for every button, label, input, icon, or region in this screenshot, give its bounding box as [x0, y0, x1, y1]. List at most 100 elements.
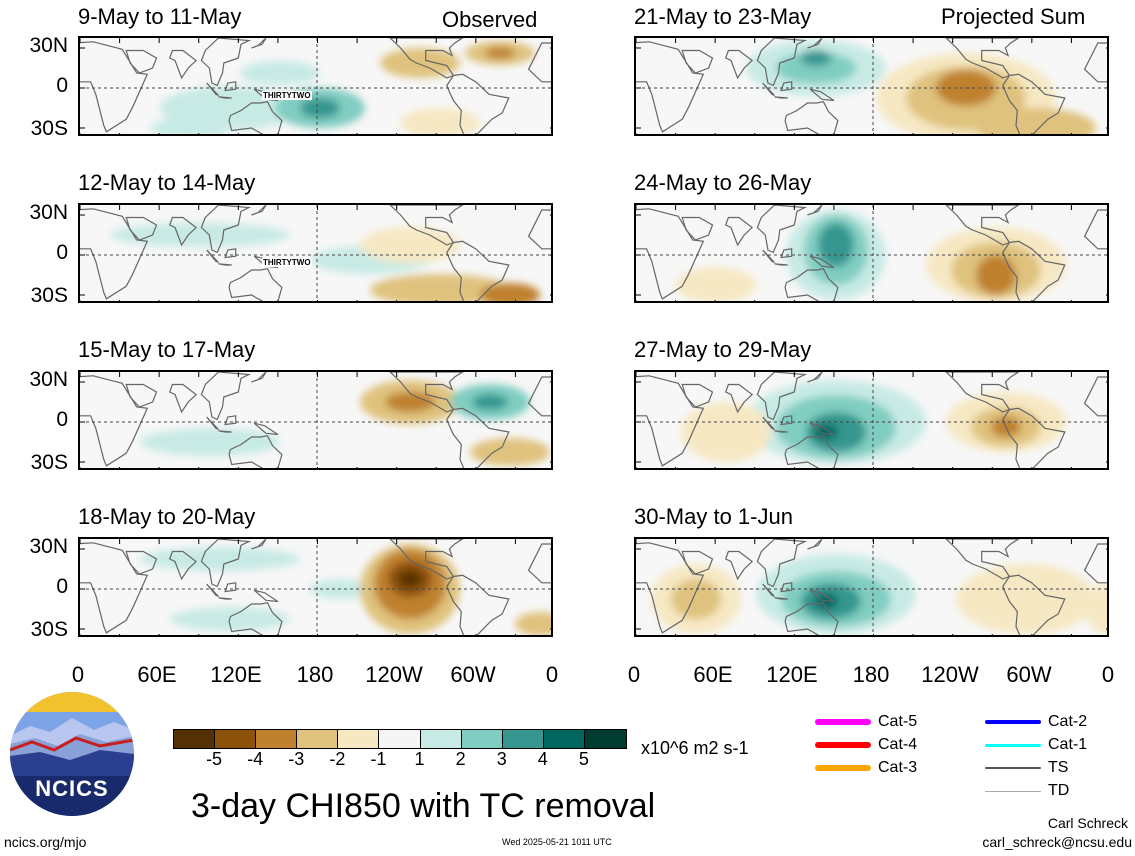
map-panel-left-4	[78, 537, 553, 637]
legend-label: Cat-5	[878, 713, 918, 730]
colorbar-swatch	[338, 730, 380, 748]
map-panel-right-3	[634, 370, 1109, 470]
panel-title-left-4: 18-May to 20-May	[78, 504, 256, 529]
lat-label: 30S	[30, 117, 68, 140]
legend-swatch	[985, 720, 1041, 724]
lat-label: 0	[56, 74, 68, 97]
map-panel-right-2	[634, 203, 1109, 303]
lat-label: 30S	[30, 451, 68, 474]
legend-label: Cat-4	[878, 736, 918, 753]
colorbar-swatch	[461, 730, 503, 748]
legend-swatch	[815, 765, 871, 771]
lon-label: 0	[1101, 662, 1115, 687]
legend-swatch	[815, 719, 871, 725]
colorbar	[173, 729, 627, 749]
observed-label: Observed	[442, 7, 538, 32]
map-svg	[636, 205, 1107, 301]
map-panel-right-1	[634, 36, 1109, 136]
projected-label: Projected Sum	[941, 4, 1086, 29]
map-svg	[636, 372, 1107, 468]
panel-title-left-2: 12-May to 14-May	[78, 170, 256, 195]
lat-label: 0	[56, 575, 68, 598]
colorbar-label: -4	[247, 749, 264, 769]
colorbar-label: 5	[578, 749, 589, 769]
timestamp: Wed 2025-05-21 1011 UTC	[502, 837, 612, 847]
lon-label: 0	[627, 662, 641, 687]
lon-label: 0	[71, 662, 85, 687]
colorbar-swatch	[297, 730, 339, 748]
legend-item: Cat-2	[985, 713, 1115, 731]
logo-graphic	[10, 692, 134, 816]
website: ncics.org/mjo	[4, 834, 87, 850]
lon-label: 120W	[921, 662, 979, 687]
legend-label: Cat-2	[1048, 713, 1088, 730]
colorbar-label: -3	[288, 749, 305, 769]
panel-title-right-4: 30-May to 1-Jun	[634, 504, 793, 529]
storm-label-1: THIRTYTWO	[262, 91, 312, 100]
map-svg	[80, 205, 551, 301]
lat-label: 30N	[29, 535, 68, 558]
legend-swatch	[985, 743, 1041, 747]
legend-item: Cat-1	[985, 736, 1115, 754]
colorbar-swatch	[584, 730, 626, 748]
legend-item: Cat-4	[815, 736, 945, 754]
lon-label: 120W	[365, 662, 423, 687]
colorbar-units: x10^6 m2 s-1	[641, 738, 749, 758]
map-panel-left-3	[78, 370, 553, 470]
map-svg	[80, 372, 551, 468]
map-panel-right-4	[634, 537, 1109, 637]
lon-label: 60W	[1006, 662, 1052, 687]
author: Carl Schreck	[1047, 815, 1128, 831]
map-svg	[80, 38, 551, 134]
colorbar-swatch	[543, 730, 585, 748]
panel-title-left-1: 9-May to 11-May	[78, 4, 242, 29]
colorbar-label: -2	[329, 749, 346, 769]
map-svg	[636, 539, 1107, 635]
panel-title-right-1: 21-May to 23-May	[634, 4, 812, 29]
legend-label: Cat-3	[878, 759, 918, 776]
lon-label: 120E	[766, 662, 818, 687]
lat-label: 30N	[29, 201, 68, 224]
lon-label: 180	[852, 662, 890, 687]
lat-label: 30N	[29, 368, 68, 391]
map-panel-left-2	[78, 203, 553, 303]
legend-label: TD	[1048, 782, 1070, 799]
legend-item: TD	[985, 782, 1115, 800]
legend-item: Cat-3	[815, 759, 945, 777]
logo-text: NCICS	[35, 776, 109, 801]
legend-label: Cat-1	[1048, 736, 1088, 753]
legend-item: TS	[985, 759, 1115, 777]
lon-label: 60E	[137, 662, 177, 687]
lat-label: 0	[56, 408, 68, 431]
colorbar-label: 2	[455, 749, 466, 769]
colorbar-swatch	[502, 730, 544, 748]
panel-title-left-3: 15-May to 17-May	[78, 337, 256, 362]
lat-label: 30S	[30, 618, 68, 641]
colorbar-swatch	[420, 730, 462, 748]
panel-title-right-2: 24-May to 26-May	[634, 170, 812, 195]
legend-swatch	[985, 767, 1041, 769]
email: carl_schreck@ncsu.edu	[982, 834, 1132, 850]
colorbar-label: -1	[370, 749, 387, 769]
colorbar-label: -5	[206, 749, 223, 769]
storm-label-2: THIRTYTWO	[262, 258, 312, 267]
lat-label: 30N	[29, 34, 68, 57]
colorbar-swatch	[256, 730, 298, 748]
colorbar-swatch	[215, 730, 257, 748]
lon-label: 180	[296, 662, 334, 687]
map-svg	[636, 38, 1107, 134]
main-title: 3-day CHI850 with TC removal	[191, 787, 656, 825]
legend-label: TS	[1048, 759, 1069, 776]
lon-label: 60W	[450, 662, 496, 687]
colorbar-label: 3	[496, 749, 507, 769]
lat-label: 0	[56, 241, 68, 264]
lon-label: 60E	[693, 662, 733, 687]
lon-label: 0	[545, 662, 559, 687]
legend-swatch	[985, 790, 1041, 792]
colorbar-swatch	[174, 730, 216, 748]
panel-title-right-3: 27-May to 29-May	[634, 337, 812, 362]
colorbar-label: 4	[537, 749, 548, 769]
map-panel-left-1	[78, 36, 553, 136]
lon-label: 120E	[210, 662, 262, 687]
map-svg	[80, 539, 551, 635]
